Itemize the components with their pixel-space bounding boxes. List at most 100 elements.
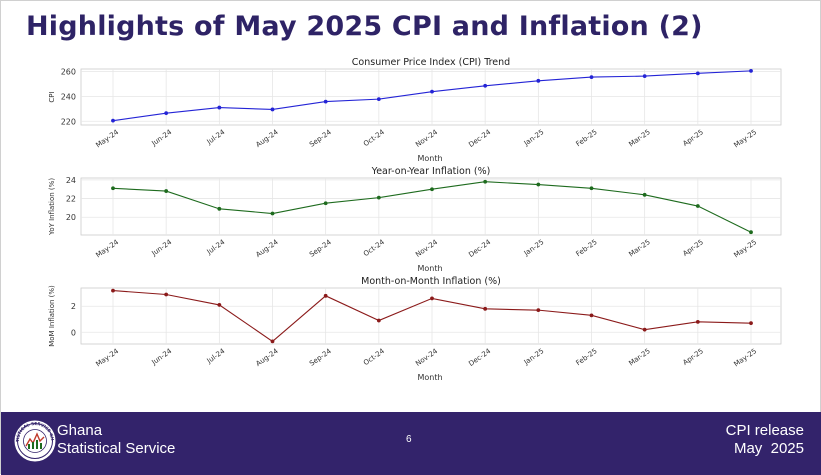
yoy-x-tick-label: Jun-24 — [150, 238, 174, 258]
yoy-chart-title: Year-on-Year Inflation (%) — [371, 166, 491, 177]
cpi-x-tick-label: Jan-25 — [522, 128, 546, 148]
mom-x-axis-label: Month — [417, 373, 442, 382]
mom-data-point — [323, 293, 328, 298]
mom-x-tick-label: May-24 — [94, 347, 120, 369]
yoy-x-tick-label: Mar-25 — [627, 238, 651, 258]
mom-x-tick-label: Jun-24 — [150, 347, 174, 367]
yoy-x-tick-label: Aug-24 — [254, 238, 280, 259]
mom-data-point — [430, 296, 434, 301]
mom-x-tick-label: Nov-24 — [414, 347, 439, 368]
cpi-data-point — [695, 71, 700, 76]
cpi-x-tick-label: Nov-24 — [414, 128, 439, 149]
cpi-data-point — [483, 83, 488, 88]
yoy-x-tick-label: Feb-25 — [575, 238, 599, 258]
yoy-data-point — [536, 182, 541, 187]
yoy-x-axis-label: Month — [417, 264, 442, 273]
page-number: 6 — [406, 434, 412, 445]
mom-x-tick-label: Oct-24 — [362, 347, 386, 367]
cpi-x-tick-label: Jul-24 — [205, 128, 227, 147]
yoy-data-point — [430, 187, 434, 192]
gss-logo-icon: STATISTICAL SERVICE GHANA — [13, 419, 56, 462]
yoy-data-point — [111, 186, 115, 191]
mom-x-tick-label: May-25 — [732, 347, 758, 368]
mom-data-point — [217, 303, 222, 307]
yoy-y-axis-label: YoY Inflation (%) — [48, 178, 56, 236]
yoy-x-tick-label: Dec-24 — [467, 238, 492, 259]
mom-x-tick-label: Jul-24 — [205, 347, 227, 366]
mom-data-point — [111, 288, 115, 293]
yoy-data-point — [483, 179, 488, 184]
yoy-data-point — [217, 206, 222, 211]
org-name-line2: Statistical Service — [57, 440, 176, 457]
yoy-data-point — [323, 201, 328, 206]
cpi-data-point — [217, 105, 222, 110]
cpi-data-point — [111, 118, 115, 123]
yoy-x-tick-label: Oct-24 — [362, 238, 386, 258]
mom-plot-area — [80, 287, 782, 345]
slide-title: Highlights of May 2025 CPI and Inflation… — [26, 11, 703, 42]
cpi-data-point — [164, 111, 169, 116]
yoy-x-tick-label: Jan-25 — [522, 238, 546, 258]
cpi-x-tick-label: Aug-24 — [254, 128, 280, 149]
yoy-plot-area — [80, 177, 782, 236]
cpi-y-tick-label: 240 — [61, 92, 76, 101]
cpi-x-axis-label: Month — [417, 154, 442, 163]
yoy-x-tick-label: May-25 — [732, 238, 758, 259]
cpi-x-tick-label: Feb-25 — [575, 128, 599, 148]
cpi-data-point — [323, 99, 328, 104]
mom-x-tick-label: Dec-24 — [467, 347, 492, 368]
cpi-x-tick-label: Dec-24 — [467, 128, 492, 149]
cpi-data-point — [536, 78, 541, 83]
mom-x-tick-label: Apr-25 — [681, 347, 705, 367]
mom-chart: 0 2 Month-on-Month Inflation (%) MoM Inflat… — [48, 276, 782, 382]
mom-data-point — [536, 308, 541, 313]
yoy-chart: 20 22 24 Year-on-Year Inflation (%) YoY Infl… — [48, 166, 782, 273]
yoy-data-point — [749, 230, 753, 235]
footer-bar: STATISTICAL SERVICE GHANA Ghana Statisti… — [1, 412, 821, 475]
mom-data-point — [164, 292, 169, 297]
cpi-x-tick-label: Oct-24 — [362, 128, 386, 148]
mom-x-tick-label: Aug-24 — [254, 347, 280, 368]
mom-x-tick-label: Jan-25 — [522, 347, 546, 367]
cpi-x-tick-label: May-24 — [94, 128, 120, 150]
org-name-line1: Ghana — [57, 422, 103, 439]
cpi-y-tick-label: 220 — [61, 117, 76, 126]
yoy-x-tick-label: Jul-24 — [205, 238, 227, 257]
yoy-y-tick-label: 24 — [66, 176, 76, 185]
mom-x-tick-label: Sep-24 — [308, 347, 333, 368]
mom-data-point — [642, 327, 647, 332]
yoy-x-tick-label: May-24 — [94, 238, 120, 260]
mom-x-tick-label: Feb-25 — [575, 347, 599, 367]
mom-x-tick-label: Mar-25 — [627, 347, 651, 367]
cpi-plot-area — [80, 68, 782, 126]
mom-y-tick-label: 2 — [71, 302, 76, 311]
yoy-x-tick-label: Apr-25 — [681, 238, 705, 258]
cpi-y-tick-label: 260 — [61, 67, 76, 76]
mom-y-axis-label: MoM Inflation (%) — [48, 285, 56, 347]
release-date: May 2025 — [733, 440, 804, 457]
yoy-y-tick-label: 20 — [66, 213, 76, 222]
cpi-x-tick-label: Mar-25 — [627, 128, 651, 148]
yoy-data-point — [589, 186, 594, 191]
cpi-x-tick-label: Jun-24 — [150, 128, 174, 148]
yoy-x-tick-label: Nov-24 — [414, 238, 439, 259]
yoy-data-point — [642, 192, 647, 197]
yoy-data-point — [164, 189, 169, 193]
cpi-data-point — [430, 89, 434, 94]
yoy-data-point — [270, 211, 275, 216]
cpi-chart-title: Consumer Price Index (CPI) Trend — [352, 57, 510, 68]
cpi-data-point — [376, 97, 381, 102]
mom-data-point — [695, 319, 700, 324]
mom-data-point — [749, 321, 753, 326]
cpi-x-tick-label: Apr-25 — [681, 128, 705, 148]
yoy-data-point — [695, 204, 700, 208]
mom-chart-title: Month-on-Month Inflation (%) — [361, 276, 501, 287]
yoy-y-tick-label: 22 — [66, 195, 76, 204]
cpi-y-axis-label: CPI — [48, 91, 56, 102]
cpi-data-point — [642, 74, 647, 78]
mom-y-tick-label: 0 — [71, 328, 76, 337]
cpi-data-point — [270, 107, 275, 112]
yoy-x-tick-label: Sep-24 — [308, 238, 333, 259]
